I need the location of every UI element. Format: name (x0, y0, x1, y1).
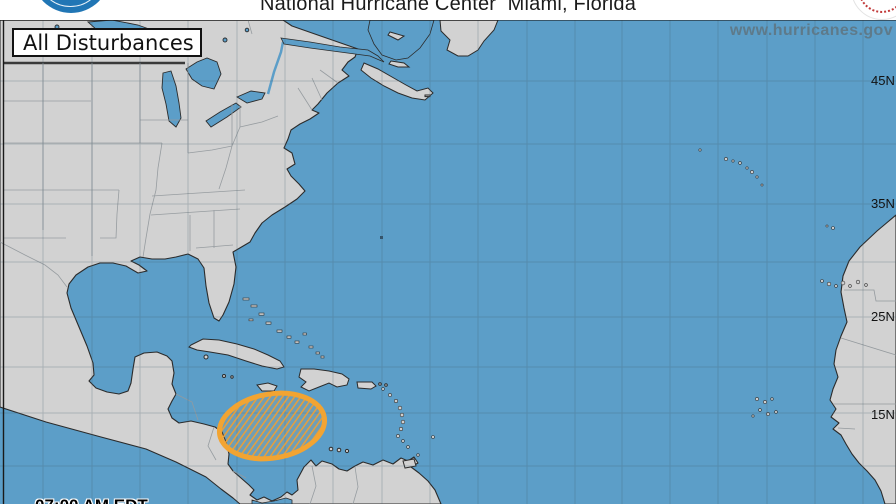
latitude-label-25n: 25N (871, 309, 895, 324)
page-title: National Hurricane Center Miami, Florida (259, 0, 637, 15)
map-frame (0, 20, 896, 504)
outlook-map[interactable]: www.hurricanes.gov All Disturbances 45N … (0, 20, 896, 504)
st-lawrence-waters (266, 20, 435, 95)
all-disturbances-label: All Disturbances (12, 28, 202, 57)
hurricanes-url[interactable]: www.hurricanes.gov (729, 22, 893, 39)
atlantic-islands (698, 148, 868, 418)
bahamas-and-antilles (242, 236, 435, 457)
page-header: National Hurricane Center Miami, Florida (0, 0, 896, 20)
latitude-label-15n: 15N (871, 407, 895, 422)
latitude-label-35n: 35N (871, 196, 895, 211)
atlantic-basin-map[interactable] (0, 20, 896, 504)
landmass-americas (0, 20, 442, 504)
state-boundaries (0, 20, 359, 504)
caribbean-islands (188, 338, 417, 469)
latitude-label-45n: 45N (871, 73, 895, 88)
disturbance-area[interactable] (212, 383, 333, 469)
bermuda (380, 236, 383, 239)
issuance-time: 07:00 AM EDT (35, 496, 148, 504)
maritime-islands (360, 20, 499, 101)
nws-logo-ring (858, 0, 896, 13)
graticule (0, 20, 896, 504)
